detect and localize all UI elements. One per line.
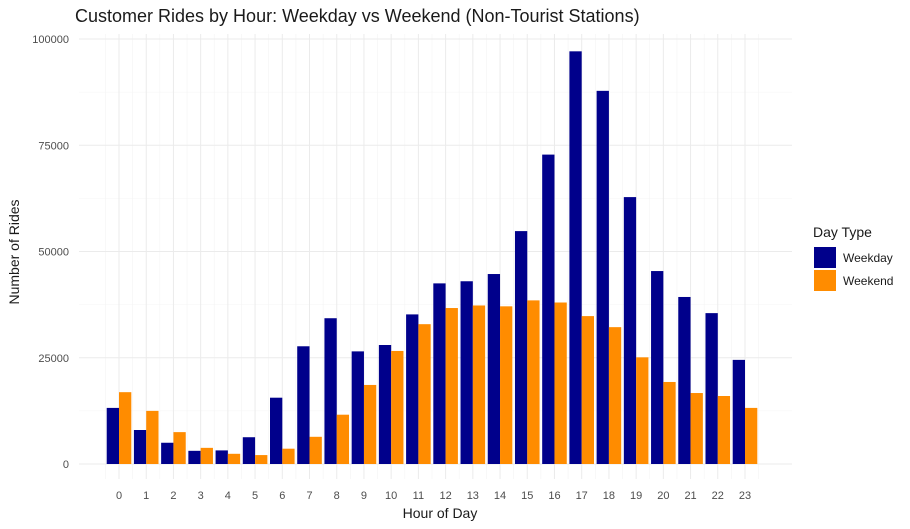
- x-tick-label: 7: [306, 490, 312, 502]
- bar-weekday-1: [133, 430, 147, 464]
- bar-weekend-20: [663, 381, 676, 464]
- bar-weekday-21: [678, 296, 691, 464]
- bar-weekend-18: [608, 327, 622, 464]
- x-tick-label: 2: [170, 490, 176, 502]
- bar-weekend-5: [255, 455, 268, 464]
- y-tick-label: 25000: [38, 353, 69, 365]
- bar-weekday-0: [106, 407, 119, 464]
- bar-weekend-8: [336, 414, 350, 464]
- bar-weekend-2: [173, 432, 186, 464]
- x-tick-label: 6: [279, 490, 285, 502]
- x-axis-title: Hour of Day: [403, 505, 478, 521]
- bar-weekday-6: [270, 397, 283, 464]
- bar-weekend-6: [282, 448, 295, 464]
- x-tick-label: 19: [630, 490, 642, 502]
- bar-weekend-16: [554, 302, 567, 464]
- bar-weekday-22: [705, 313, 718, 464]
- x-tick-label: 8: [334, 490, 340, 502]
- x-tick-label: 15: [521, 490, 533, 502]
- x-tick-label: 9: [361, 490, 367, 502]
- bar-weekday-5: [242, 437, 256, 464]
- bar-weekday-10: [378, 345, 392, 464]
- bar-weekend-14: [500, 306, 513, 464]
- bar-weekday-19: [623, 197, 637, 464]
- x-tick-label: 1: [143, 490, 149, 502]
- y-tick-label: 100000: [32, 34, 69, 46]
- bar-weekday-15: [514, 231, 528, 464]
- bar-weekend-23: [745, 407, 758, 464]
- bar-weekday-12: [433, 283, 446, 464]
- y-tick-label: 75000: [38, 140, 69, 152]
- bar-weekday-7: [297, 346, 310, 464]
- bar-weekend-12: [445, 308, 458, 464]
- bar-weekend-4: [227, 453, 241, 464]
- bar-weekend-13: [472, 305, 486, 464]
- bar-weekday-11: [406, 314, 419, 464]
- bar-weekend-1: [146, 410, 159, 464]
- bar-weekday-13: [460, 281, 473, 464]
- legend-title: Day Type: [813, 224, 872, 240]
- bar-weekend-21: [690, 393, 703, 464]
- bar-weekday-4: [215, 450, 228, 464]
- legend-swatch-weekday: [814, 247, 836, 268]
- bar-weekday-8: [324, 318, 337, 464]
- x-tick-label: 21: [684, 490, 696, 502]
- x-tick-label: 16: [548, 490, 560, 502]
- y-axis-title: Number of Rides: [6, 199, 22, 304]
- x-tick-label: 12: [439, 490, 451, 502]
- bar-weekend-15: [527, 300, 540, 464]
- bars: [106, 51, 758, 464]
- bar-weekday-20: [651, 271, 664, 464]
- bar-weekend-7: [309, 436, 322, 464]
- x-tick-label: 0: [116, 490, 122, 502]
- bar-weekday-2: [161, 442, 174, 464]
- x-tick-label: 11: [413, 490, 424, 502]
- bar-weekend-22: [717, 396, 731, 464]
- bar-weekday-18: [596, 90, 609, 464]
- y-tick-label: 50000: [38, 247, 69, 259]
- x-tick-label: 22: [712, 490, 724, 502]
- x-tick-label: 13: [467, 490, 479, 502]
- x-tick-label: 5: [252, 490, 258, 502]
- x-tick-label: 23: [739, 490, 751, 502]
- bar-weekend-0: [119, 392, 132, 464]
- legend-swatch-weekend: [814, 270, 836, 291]
- x-tick-label: 10: [385, 490, 397, 502]
- bar-weekday-23: [732, 359, 745, 464]
- bar-weekday-14: [487, 274, 501, 464]
- x-tick-label: 18: [603, 490, 615, 502]
- chart-title: Customer Rides by Hour: Weekday vs Weeke…: [75, 6, 640, 26]
- bar-weekday-16: [542, 154, 555, 464]
- legend-label-weekday: Weekday: [843, 251, 893, 265]
- x-tick-label: 20: [657, 490, 669, 502]
- y-tick-label: 0: [63, 459, 69, 471]
- bar-weekend-10: [391, 350, 404, 464]
- x-tick-label: 4: [225, 490, 231, 502]
- bar-weekday-3: [188, 450, 201, 464]
- bar-weekday-9: [351, 351, 364, 464]
- bar-weekend-9: [363, 384, 377, 464]
- legend: Day Type Weekday Weekend: [813, 224, 893, 291]
- bar-weekday-17: [569, 51, 582, 464]
- bar-weekend-17: [581, 316, 594, 464]
- bar-weekend-19: [636, 357, 649, 464]
- x-tick-label: 14: [494, 490, 506, 502]
- y-axis-ticks: 0 25000 50000 75000 100000: [32, 34, 69, 471]
- bar-weekend-11: [418, 324, 431, 464]
- legend-label-weekend: Weekend: [843, 274, 893, 288]
- bar-weekend-3: [200, 447, 213, 464]
- x-tick-label: 17: [576, 490, 588, 502]
- x-axis-ticks: 0 1 2 3 4 5 6 7 8 9 10 11 12 13 14 15 16 17 18 19 20 21 22 23: [116, 490, 751, 502]
- x-tick-label: 3: [198, 490, 204, 502]
